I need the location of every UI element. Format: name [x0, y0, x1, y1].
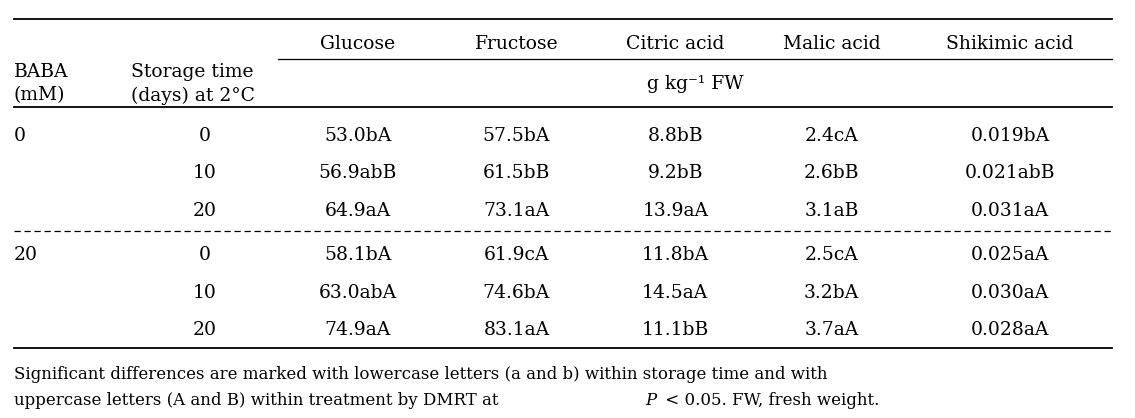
Text: 8.8bB: 8.8bB	[647, 127, 704, 145]
Text: 0.031aA: 0.031aA	[972, 202, 1049, 220]
Text: 2.5cA: 2.5cA	[805, 246, 858, 264]
Text: 56.9abB: 56.9abB	[318, 164, 397, 183]
Text: P: P	[646, 392, 657, 409]
Text: 83.1aA: 83.1aA	[484, 321, 549, 339]
Text: 20: 20	[14, 246, 37, 264]
Text: 53.0bA: 53.0bA	[323, 127, 392, 145]
Text: 0.030aA: 0.030aA	[972, 283, 1049, 302]
Text: Citric acid: Citric acid	[627, 35, 724, 53]
Text: 0.028aA: 0.028aA	[970, 321, 1050, 339]
Text: 10: 10	[192, 283, 217, 302]
Text: 61.9cA: 61.9cA	[484, 246, 549, 264]
Text: 10: 10	[192, 164, 217, 183]
Text: 20: 20	[192, 321, 217, 339]
Text: Shikimic acid: Shikimic acid	[947, 35, 1074, 53]
Text: 64.9aA: 64.9aA	[325, 202, 390, 220]
Text: Significant differences are marked with lowercase letters (a and b) within stora: Significant differences are marked with …	[14, 366, 827, 382]
Text: 14.5aA: 14.5aA	[642, 283, 708, 302]
Text: 9.2bB: 9.2bB	[648, 164, 703, 183]
Text: 20: 20	[192, 202, 217, 220]
Text: uppercase letters (A and B) within treatment by DMRT at: uppercase letters (A and B) within treat…	[14, 392, 503, 409]
Text: 63.0abA: 63.0abA	[319, 283, 396, 302]
Text: 0.021abB: 0.021abB	[965, 164, 1056, 183]
Text: 61.5bB: 61.5bB	[482, 164, 550, 183]
Text: 0: 0	[199, 127, 210, 145]
Text: 0.025aA: 0.025aA	[970, 246, 1050, 264]
Text: Glucose: Glucose	[320, 35, 395, 53]
Text: 0: 0	[199, 246, 210, 264]
Text: 3.7aA: 3.7aA	[805, 321, 858, 339]
Text: 0: 0	[14, 127, 26, 145]
Text: Fructose: Fructose	[474, 35, 558, 53]
Text: Storage time
(days) at 2°C: Storage time (days) at 2°C	[131, 63, 254, 104]
Text: 73.1aA: 73.1aA	[484, 202, 549, 220]
Text: BABA
(mM): BABA (mM)	[14, 63, 68, 104]
Text: 11.8bA: 11.8bA	[641, 246, 709, 264]
Text: 13.9aA: 13.9aA	[642, 202, 708, 220]
Text: 2.6bB: 2.6bB	[804, 164, 859, 183]
Text: 74.9aA: 74.9aA	[325, 321, 390, 339]
Text: 3.2bA: 3.2bA	[804, 283, 859, 302]
Text: 11.1bB: 11.1bB	[641, 321, 709, 339]
Text: 3.1aB: 3.1aB	[805, 202, 858, 220]
Text: g kg⁻¹ FW: g kg⁻¹ FW	[647, 74, 743, 93]
Text: < 0.05. FW, fresh weight.: < 0.05. FW, fresh weight.	[659, 392, 880, 409]
Text: 58.1bA: 58.1bA	[323, 246, 392, 264]
Text: 57.5bA: 57.5bA	[482, 127, 550, 145]
Text: 2.4cA: 2.4cA	[805, 127, 858, 145]
Text: Malic acid: Malic acid	[782, 35, 881, 53]
Text: 74.6bA: 74.6bA	[482, 283, 550, 302]
Text: 0.019bA: 0.019bA	[970, 127, 1050, 145]
